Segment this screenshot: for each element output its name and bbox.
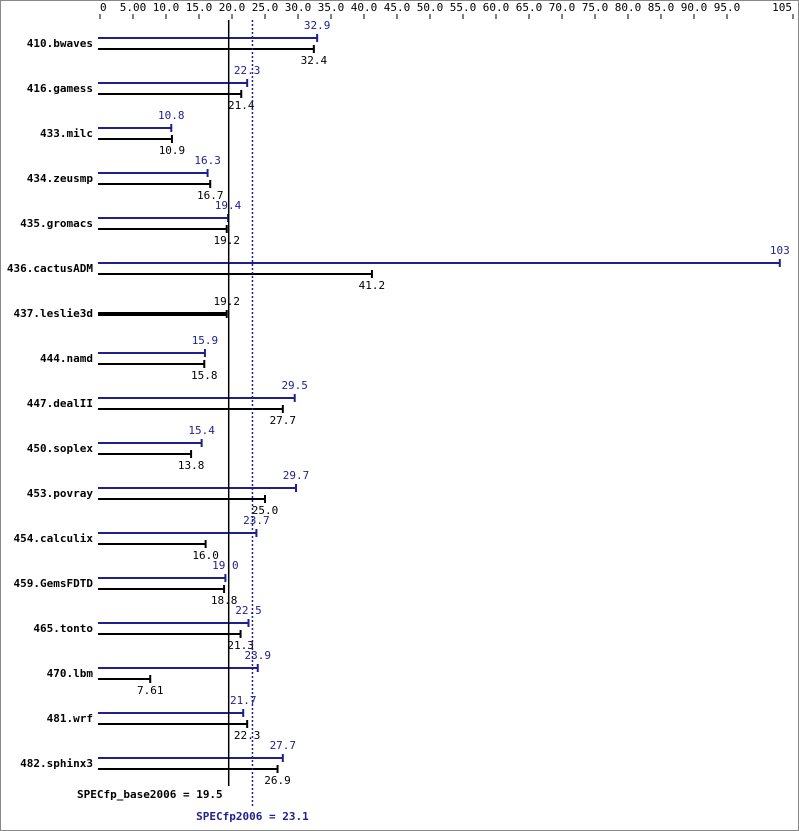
- value-label: 27.7: [270, 739, 297, 752]
- category-label: 454.calculix: [14, 532, 94, 545]
- x-tick-label: 10.0: [153, 1, 180, 14]
- x-tick-label: 80.0: [615, 1, 642, 14]
- x-tick-label: 70.0: [549, 1, 576, 14]
- value-label: 19.0: [212, 559, 239, 572]
- value-label: 103: [770, 244, 790, 257]
- value-label: 19.2: [213, 234, 240, 247]
- category-label: 482.sphinx3: [20, 757, 93, 770]
- value-label: 25.0: [252, 504, 279, 517]
- value-label: 16.0: [192, 549, 219, 562]
- value-label: 32.4: [301, 54, 328, 67]
- value-label: 29.5: [281, 379, 308, 392]
- category-label: 444.namd: [40, 352, 93, 365]
- category-label: 434.zeusmp: [27, 172, 94, 185]
- value-label: 15.8: [191, 369, 218, 382]
- reference-label: SPECfp_base2006 = 19.5: [77, 788, 223, 801]
- x-tick-label: 5.00: [120, 1, 147, 14]
- value-label: 13.8: [178, 459, 205, 472]
- category-label: 436.cactusADM: [7, 262, 93, 275]
- x-tick-label: 85.0: [648, 1, 675, 14]
- value-label: 18.8: [211, 594, 238, 607]
- category-label: 450.soplex: [27, 442, 94, 455]
- value-label: 7.61: [137, 684, 164, 697]
- value-label: 26.9: [264, 774, 291, 787]
- value-label: 22.3: [234, 64, 261, 77]
- x-tick-label: 75.0: [582, 1, 609, 14]
- x-tick-label: 40.0: [351, 1, 378, 14]
- x-tick-label: 50.0: [417, 1, 444, 14]
- value-label: 22.3: [234, 729, 261, 742]
- x-tick-label: 30.0: [285, 1, 312, 14]
- value-label: 10.9: [159, 144, 186, 157]
- category-label: 416.gamess: [27, 82, 93, 95]
- category-label: 481.wrf: [47, 712, 93, 725]
- category-label: 437.leslie3d: [14, 307, 93, 320]
- value-label: 21.3: [227, 639, 254, 652]
- value-label: 16.3: [194, 154, 221, 167]
- category-label: 447.dealII: [27, 397, 93, 410]
- value-label: 19.2: [213, 295, 240, 308]
- x-tick-label: 65.0: [516, 1, 543, 14]
- value-label: 21.7: [230, 694, 257, 707]
- value-label: 23.7: [243, 514, 270, 527]
- value-label: 22.5: [235, 604, 262, 617]
- category-label: 410.bwaves: [27, 37, 93, 50]
- x-tick-label: 20.0: [219, 1, 246, 14]
- x-tick-label: 105: [772, 1, 792, 14]
- x-tick-label: 55.0: [450, 1, 477, 14]
- x-tick-label: 90.0: [681, 1, 708, 14]
- category-label: 433.milc: [40, 127, 93, 140]
- value-label: 41.2: [359, 279, 386, 292]
- x-tick-label: 15.0: [186, 1, 213, 14]
- x-tick-label: 0: [100, 1, 107, 14]
- x-tick-label: 45.0: [384, 1, 411, 14]
- x-tick-label: 35.0: [318, 1, 345, 14]
- category-label: 459.GemsFDTD: [14, 577, 94, 590]
- category-label: 470.lbm: [47, 667, 94, 680]
- value-label: 16.7: [197, 189, 224, 202]
- value-label: 23.9: [244, 649, 271, 662]
- value-label: 27.7: [270, 414, 297, 427]
- reference-label: SPECfp2006 = 23.1: [196, 810, 309, 823]
- x-tick-label: 60.0: [483, 1, 510, 14]
- category-label: 435.gromacs: [20, 217, 93, 230]
- value-label: 21.4: [228, 99, 255, 112]
- value-label: 29.7: [283, 469, 310, 482]
- category-label: 453.povray: [27, 487, 94, 500]
- value-label: 10.8: [158, 109, 185, 122]
- x-tick-label: 95.0: [714, 1, 741, 14]
- category-label: 465.tonto: [33, 622, 93, 635]
- value-label: 15.9: [192, 334, 219, 347]
- value-label: 15.4: [188, 424, 215, 437]
- x-tick-label: 25.0: [252, 1, 279, 14]
- value-label: 32.9: [304, 19, 331, 32]
